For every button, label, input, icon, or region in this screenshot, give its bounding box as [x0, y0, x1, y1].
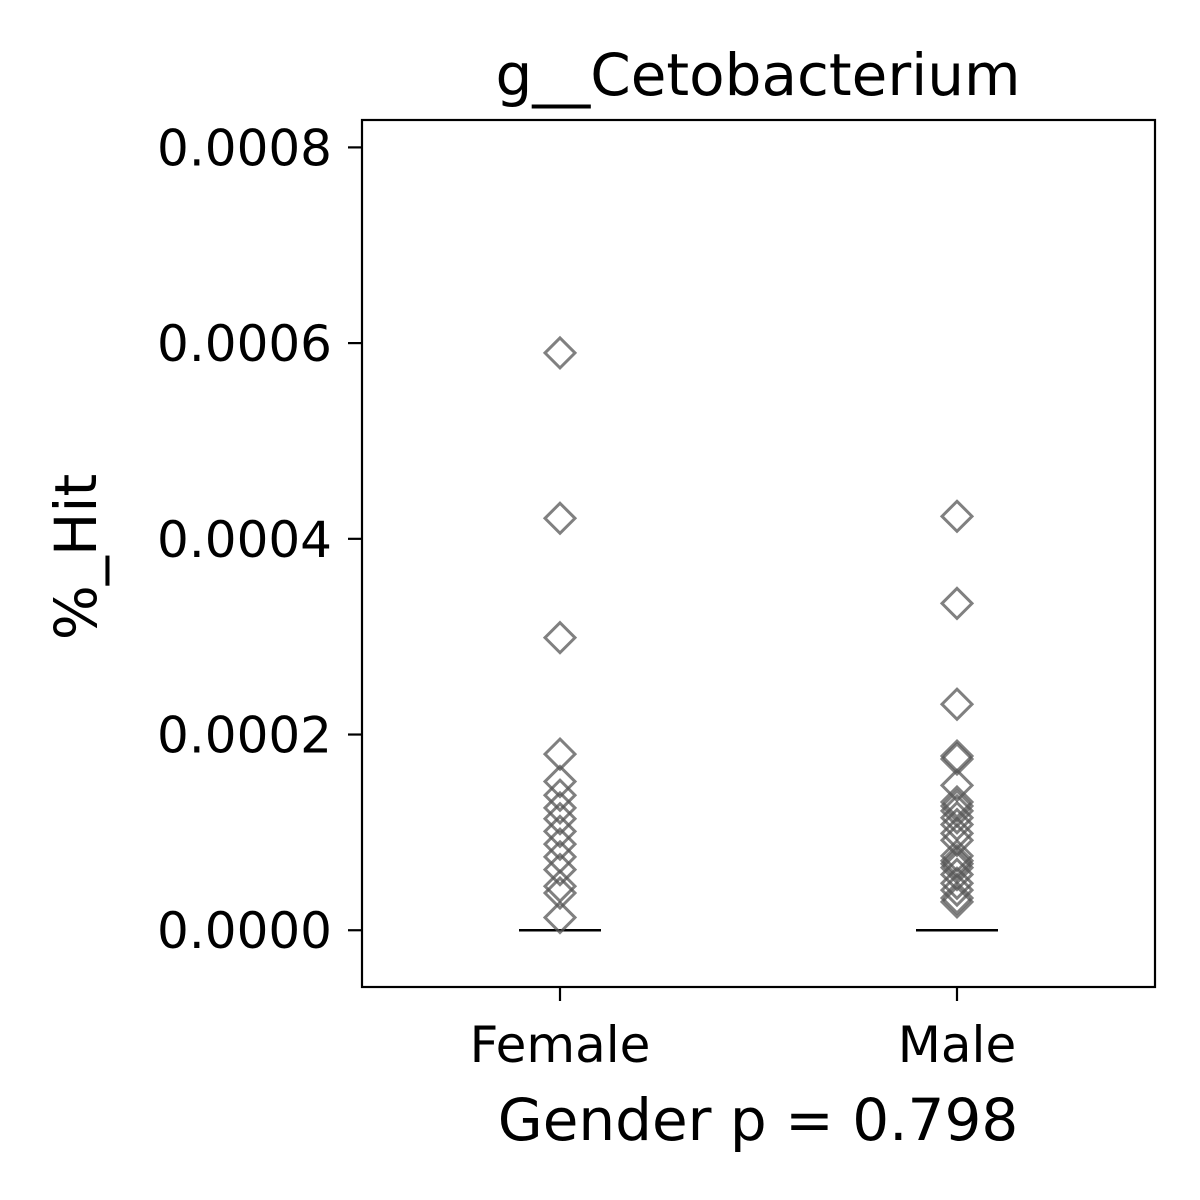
y-tick-label: 0.0004 — [157, 511, 332, 569]
data-point — [939, 884, 975, 919]
x-axis: Female Male — [470, 987, 1016, 1074]
data-point — [542, 620, 578, 655]
data-point — [939, 838, 975, 873]
data-point — [542, 900, 578, 935]
data-point — [542, 501, 578, 536]
data-point — [542, 801, 578, 836]
data-point — [939, 866, 975, 901]
data-point — [542, 827, 578, 862]
data-point — [939, 586, 975, 621]
y-axis: 0.0000 0.0002 0.0004 0.0006 0.0008 — [157, 119, 362, 960]
data-point — [542, 764, 578, 799]
y-axis-label: %_Hit — [42, 474, 110, 641]
data-point — [542, 736, 578, 772]
data-point — [939, 873, 975, 908]
plot-frame — [360, 118, 1157, 989]
data-point — [939, 857, 975, 892]
chart-title: g__Cetobacterium — [495, 41, 1020, 109]
y-tick-label: 0.0002 — [157, 707, 332, 765]
data-point — [542, 814, 578, 849]
data-point — [542, 335, 578, 371]
data-point — [939, 768, 975, 803]
data-point — [939, 741, 975, 777]
data-point — [939, 499, 975, 534]
y-tick-label: 0.0000 — [157, 902, 332, 960]
data-point — [939, 788, 975, 824]
y-tick-label: 0.0006 — [157, 315, 332, 373]
y-tick-label: 0.0008 — [157, 119, 332, 177]
x-tick-label: Female — [470, 1016, 651, 1074]
x-axis-label: Gender p = 0.798 — [498, 1086, 1019, 1154]
data-point — [542, 790, 578, 826]
data-point — [542, 852, 578, 887]
data-point — [939, 687, 975, 722]
data-point — [939, 800, 975, 835]
data-point — [939, 880, 975, 916]
data-point — [939, 846, 975, 881]
data-point — [542, 778, 578, 813]
x-tick-label: Male — [898, 1016, 1016, 1074]
data-points — [542, 335, 975, 935]
data-point — [542, 875, 578, 911]
data-point — [939, 823, 975, 858]
